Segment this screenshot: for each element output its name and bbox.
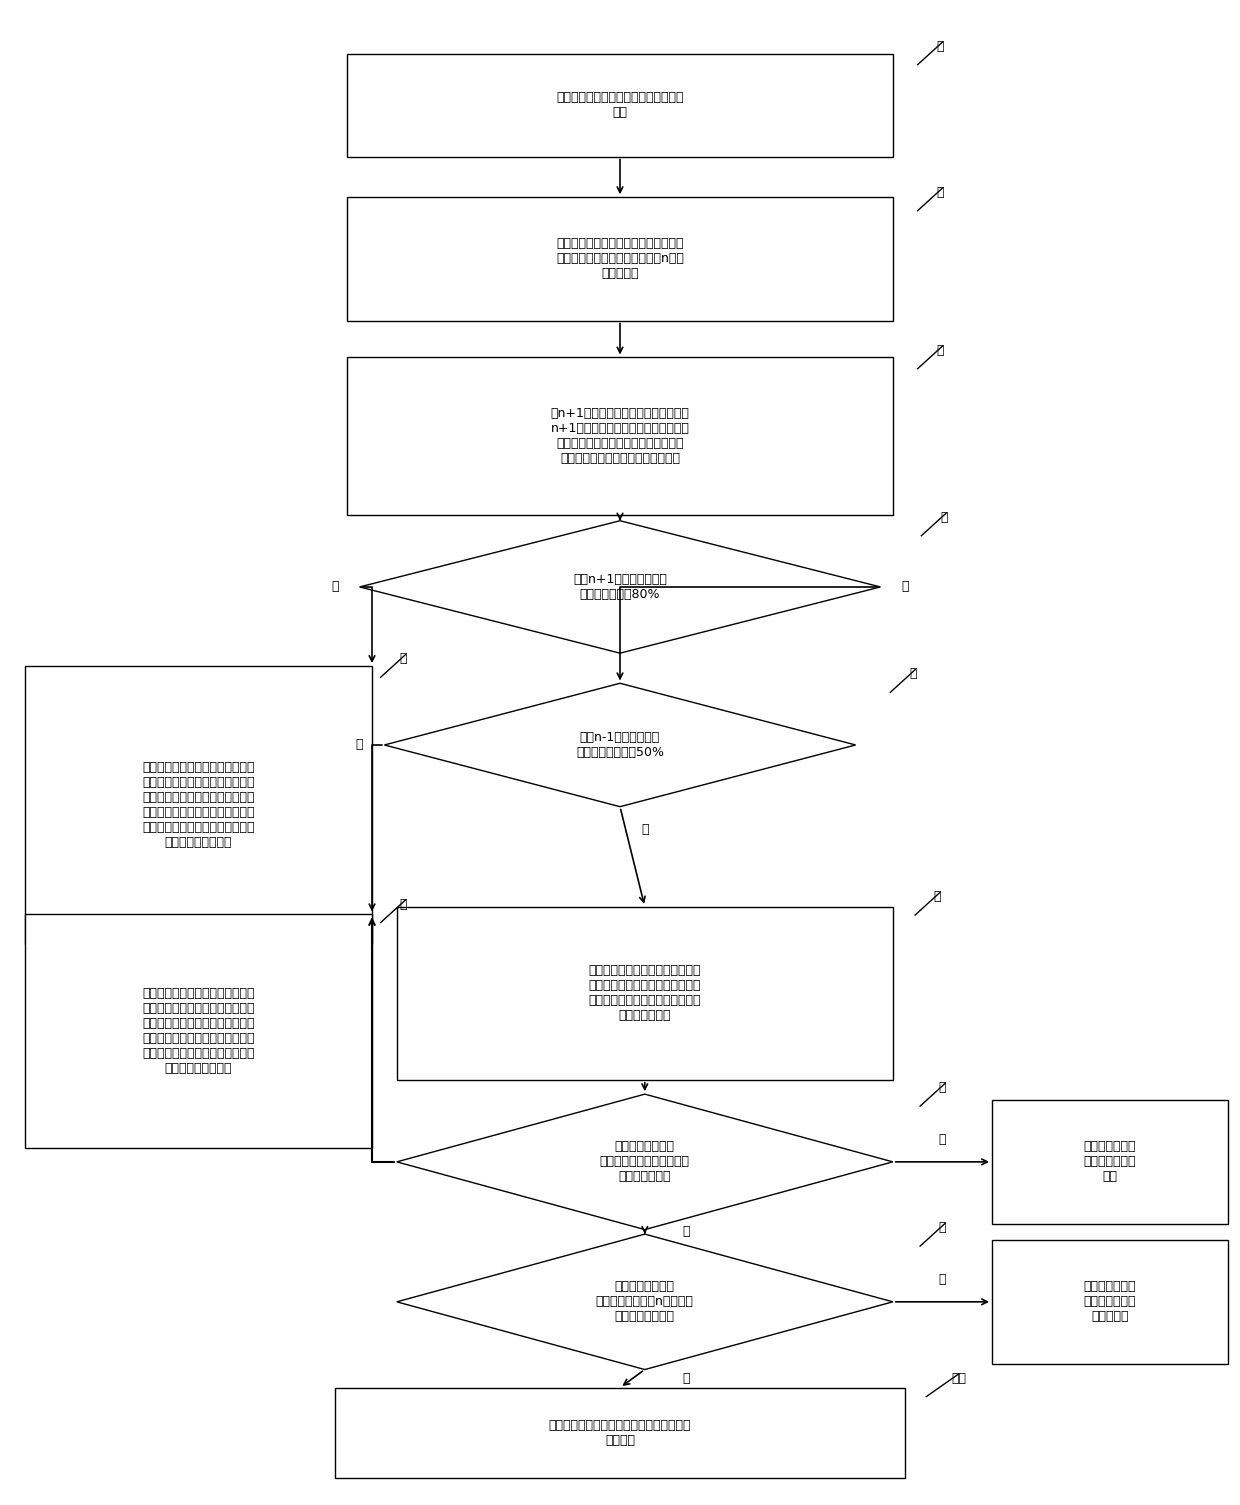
Text: 将检测集中的元
素存入正常状态
集中: 将检测集中的元 素存入正常状态 集中 bbox=[1084, 1141, 1136, 1183]
Text: 将相似度最大值所对应的对照组作
为结果组，将结果组中状态集的状
态作为机房状态，当该机房状态为
异常状态时，向机房控制中心发送
存在隐患信号、同时将机房状态也
: 将相似度最大值所对应的对照组作 为结果组，将结果组中状态集的状 态作为机房状态，… bbox=[143, 987, 254, 1075]
Text: 否: 否 bbox=[682, 1225, 689, 1239]
Text: 将检测集作为一个新的异常状态集存入特征
数据库中: 将检测集作为一个新的异常状态集存入特征 数据库中 bbox=[549, 1419, 691, 1446]
FancyBboxPatch shape bbox=[347, 54, 893, 157]
FancyBboxPatch shape bbox=[25, 665, 372, 945]
Text: 判断步骤八获得的
判断结果是否属于n个异常状
态集所对应的状态: 判断步骤八获得的 判断结果是否属于n个异常状 态集所对应的状态 bbox=[596, 1281, 693, 1323]
Text: 否: 否 bbox=[641, 823, 649, 835]
FancyBboxPatch shape bbox=[347, 197, 893, 321]
Text: 判断n-1个相似度结果
中最大值是否大于50%: 判断n-1个相似度结果 中最大值是否大于50% bbox=[577, 731, 663, 759]
Text: 将相似度最大值所对应的对照组作
为结果组，将结果组中状态集的状
态作为机房状态，当该机房状态为
异常状态时，向机房控制中心发送
紧急报警信号、同时将机房状态也
: 将相似度最大值所对应的对照组作 为结果组，将结果组中状态集的状 态作为机房状态，… bbox=[143, 762, 254, 849]
Text: 是: 是 bbox=[356, 739, 363, 751]
Text: 九: 九 bbox=[939, 1081, 946, 1094]
Text: 利用网络大数据库中的数据建立特征数
据库: 利用网络大数据库中的数据建立特征数 据库 bbox=[557, 92, 683, 119]
Text: 采集机房待判断位置的图片、并提取该
图片的特征作为检测集，再复制n个相
同的检测集: 采集机房待判断位置的图片、并提取该 图片的特征作为检测集，再复制n个相 同的检测… bbox=[556, 238, 684, 280]
Text: 二: 二 bbox=[936, 185, 944, 199]
Polygon shape bbox=[397, 1094, 893, 1230]
Text: 将n+1个检测集分别与特征数据库中的
n+1个状态集一一对应，将相对应的检
测集与状态集作为一个对照组、计算每
个对照组中检测集与状态集的相似度: 将n+1个检测集分别与特征数据库中的 n+1个状态集一一对应，将相对应的检 测集… bbox=[551, 408, 689, 465]
Text: 是: 是 bbox=[939, 1133, 946, 1145]
Text: 十一: 十一 bbox=[951, 1371, 966, 1385]
Text: 一: 一 bbox=[936, 39, 944, 53]
Text: 是: 是 bbox=[331, 581, 339, 593]
Text: 八: 八 bbox=[934, 889, 941, 903]
Polygon shape bbox=[360, 521, 880, 653]
Text: 否: 否 bbox=[682, 1373, 689, 1385]
Text: 是: 是 bbox=[939, 1273, 946, 1285]
Text: 六: 六 bbox=[909, 667, 916, 680]
FancyBboxPatch shape bbox=[397, 906, 893, 1081]
Text: 判断步骤八获得的
判断结果是否属于正常状态
集所对应的状态: 判断步骤八获得的 判断结果是否属于正常状态 集所对应的状态 bbox=[600, 1141, 689, 1183]
Text: 五: 五 bbox=[399, 652, 407, 665]
Text: 七: 七 bbox=[399, 897, 407, 911]
Polygon shape bbox=[397, 1234, 893, 1370]
FancyBboxPatch shape bbox=[335, 1388, 905, 1478]
FancyBboxPatch shape bbox=[992, 1240, 1228, 1364]
Text: 将检测集中的元
素存入相应的异
常状态集中: 将检测集中的元 素存入相应的异 常状态集中 bbox=[1084, 1281, 1136, 1323]
Text: 四: 四 bbox=[940, 510, 947, 524]
FancyBboxPatch shape bbox=[992, 1100, 1228, 1224]
Polygon shape bbox=[384, 683, 856, 807]
FancyBboxPatch shape bbox=[347, 358, 893, 516]
FancyBboxPatch shape bbox=[25, 915, 372, 1147]
Text: 十: 十 bbox=[939, 1221, 946, 1234]
Text: 三: 三 bbox=[936, 343, 944, 357]
Text: 向机房控制中心发送异常求助信号
、同时将步骤二获得的图片发送至
机房控制中心，由技术人员根据图
片判断机房状态: 向机房控制中心发送异常求助信号 、同时将步骤二获得的图片发送至 机房控制中心，由… bbox=[589, 965, 701, 1022]
Text: 判断n+1个相似度结果中
最大值是否大于80%: 判断n+1个相似度结果中 最大值是否大于80% bbox=[573, 573, 667, 600]
Text: 否: 否 bbox=[901, 581, 909, 593]
